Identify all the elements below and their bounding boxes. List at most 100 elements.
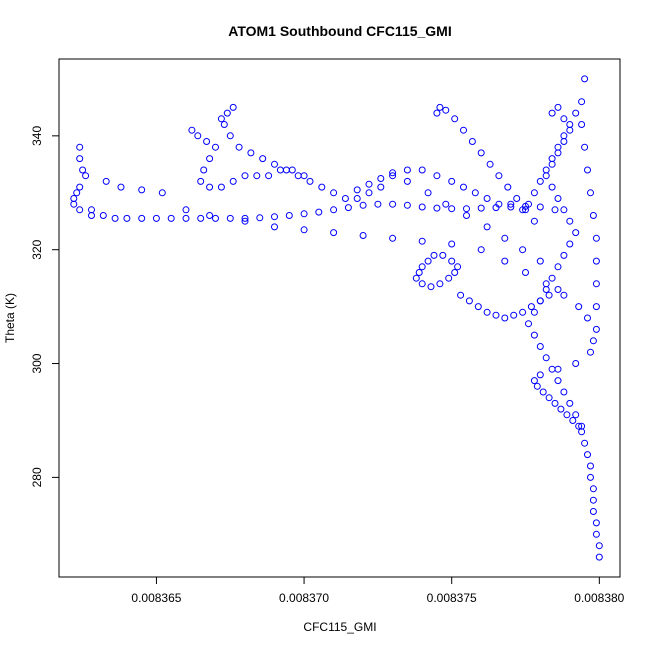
data-point <box>285 212 293 219</box>
data-point <box>474 303 482 311</box>
y-tick-label: 280 <box>30 467 44 487</box>
data-point <box>587 189 594 197</box>
data-point <box>575 303 583 311</box>
data-point <box>566 126 574 134</box>
data-point <box>117 183 125 191</box>
data-point <box>315 208 323 216</box>
data-point <box>519 308 527 316</box>
data-point <box>530 217 538 225</box>
data-point <box>525 320 532 328</box>
data-point <box>436 103 444 111</box>
data-point <box>76 143 84 151</box>
data-point <box>522 269 529 276</box>
data-point <box>300 226 308 234</box>
data-point <box>389 200 397 208</box>
data-point <box>581 439 589 447</box>
data-point <box>206 155 214 163</box>
data-point <box>418 237 426 245</box>
y-tick-label: 300 <box>30 353 44 373</box>
data-point <box>206 212 214 219</box>
data-point <box>403 166 411 174</box>
data-point <box>256 214 264 222</box>
data-point <box>294 172 302 180</box>
data-point <box>587 462 594 470</box>
data-point <box>226 214 234 222</box>
data-point <box>557 405 565 413</box>
data-point <box>566 240 574 248</box>
data-point <box>507 200 515 208</box>
data-point <box>412 274 420 282</box>
data-point <box>495 172 503 180</box>
data-point <box>418 263 426 271</box>
data-point <box>288 166 296 174</box>
x-tick-label: 0.008365 <box>131 591 181 605</box>
data-point <box>536 371 544 379</box>
data-point <box>560 132 568 140</box>
data-point <box>486 160 494 168</box>
x-tick-label: 0.008370 <box>279 591 329 605</box>
data-point <box>554 103 562 111</box>
y-tick-label: 320 <box>30 239 44 259</box>
data-point <box>197 177 205 185</box>
data-point <box>575 422 583 430</box>
data-point <box>536 203 544 211</box>
data-point <box>560 251 568 259</box>
data-point <box>545 291 553 299</box>
data-point <box>504 183 512 191</box>
data-point <box>424 189 432 197</box>
data-point <box>259 155 267 163</box>
data-point <box>578 98 586 106</box>
data-point <box>468 138 476 145</box>
data-point <box>300 172 308 180</box>
data-point <box>111 214 119 222</box>
data-point <box>548 183 556 191</box>
data-point <box>460 126 467 134</box>
data-point <box>418 166 426 174</box>
data-point <box>530 308 538 316</box>
plot-frame <box>58 58 621 578</box>
data-point <box>194 132 202 140</box>
data-point <box>581 75 589 83</box>
x-tick-label: 0.008375 <box>427 591 477 605</box>
data-point <box>70 200 78 208</box>
data-point <box>424 257 432 265</box>
data-point <box>436 280 444 288</box>
y-tick-label: 340 <box>30 126 44 146</box>
data-point <box>99 212 107 219</box>
data-point <box>300 210 308 218</box>
data-point <box>448 205 456 213</box>
data-point <box>282 166 290 174</box>
data-point <box>182 214 190 222</box>
data-point <box>460 183 467 191</box>
data-point <box>566 399 574 407</box>
data-point <box>471 189 479 197</box>
data-point <box>477 149 485 157</box>
data-point <box>563 411 571 419</box>
data-point <box>229 177 237 185</box>
data-point <box>377 183 385 191</box>
data-point <box>182 206 190 214</box>
data-point <box>241 172 249 180</box>
data-point <box>433 204 441 212</box>
data-point <box>330 189 338 197</box>
data-point <box>530 189 538 197</box>
data-point <box>542 166 550 174</box>
data-point <box>212 214 219 222</box>
data-point <box>220 121 228 128</box>
data-point <box>359 201 367 209</box>
data-point <box>477 204 485 212</box>
data-point <box>271 160 278 168</box>
data-point <box>152 214 160 222</box>
data-point <box>513 195 521 202</box>
data-point <box>492 204 500 212</box>
data-point <box>539 388 547 396</box>
data-point <box>536 297 544 305</box>
data-point <box>241 214 249 222</box>
data-point <box>353 186 361 194</box>
data-point <box>374 200 382 208</box>
data-point <box>572 109 580 117</box>
data-point <box>527 303 535 311</box>
data-point <box>542 280 550 288</box>
data-point <box>551 206 559 214</box>
data-point <box>365 180 373 188</box>
